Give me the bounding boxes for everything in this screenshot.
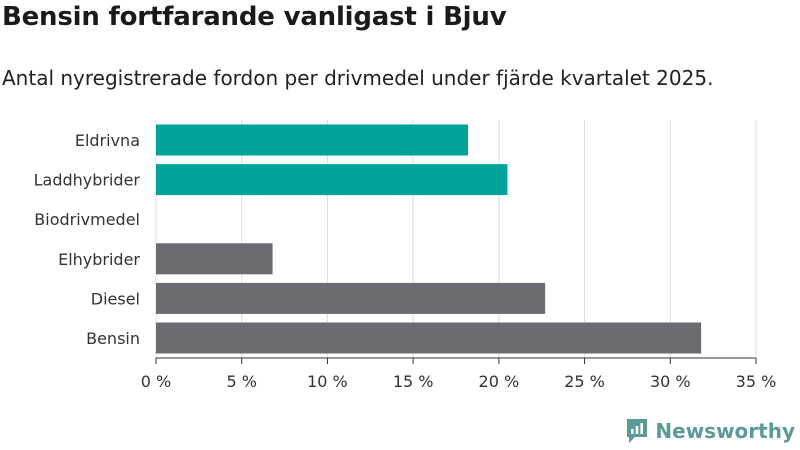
bar — [156, 164, 508, 196]
category-label: Eldrivna — [75, 131, 140, 150]
x-tick-label: 5 % — [226, 372, 256, 391]
x-tick-label: 25 % — [564, 372, 605, 391]
category-label: Diesel — [91, 289, 140, 308]
bar — [156, 124, 468, 156]
category-label: Biodrivmedel — [34, 210, 140, 229]
newsworthy-logo-text: Newsworthy — [655, 419, 795, 443]
x-tick-label: 10 % — [307, 372, 348, 391]
chart-subtitle: Antal nyregistrerade fordon per drivmede… — [2, 66, 714, 90]
category-label: Bensin — [86, 329, 140, 348]
bar — [156, 282, 546, 314]
bar — [156, 243, 273, 275]
x-tick-label: 30 % — [650, 372, 691, 391]
newsworthy-logo: Newsworthy — [625, 417, 795, 445]
chart-title: Bensin fortfarande vanligast i Bjuv — [2, 2, 507, 32]
x-tick-label: 15 % — [393, 372, 434, 391]
category-label: Elhybrider — [58, 250, 140, 269]
x-tick-label: 20 % — [479, 372, 520, 391]
bar — [156, 322, 702, 354]
category-label: Laddhybrider — [34, 171, 141, 190]
newsworthy-logo-icon — [627, 419, 648, 443]
x-tick-label: 35 % — [736, 372, 777, 391]
x-tick-label: 0 % — [141, 372, 171, 391]
